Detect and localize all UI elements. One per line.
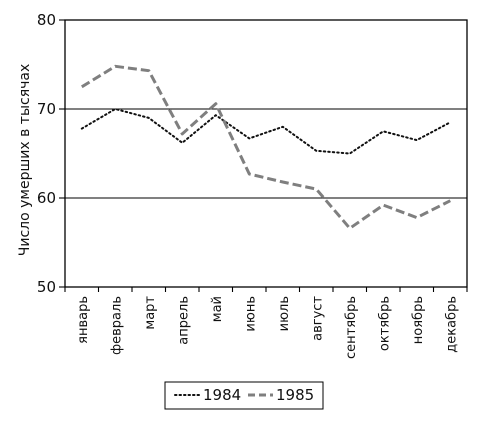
- x-axis: январь февраль март апрель май июнь июль август…: [64, 287, 468, 359]
- x-tick-label: май: [210, 296, 225, 322]
- x-tick-label: январь: [76, 296, 91, 344]
- y-tick-label: 60: [37, 189, 56, 207]
- x-tick-label: сентябрь: [344, 296, 359, 359]
- y-tick-label: 50: [37, 278, 56, 296]
- y-axis-label: Число умерших в тысячах: [17, 64, 33, 257]
- series-lines: [80, 64, 452, 230]
- x-tick-label: июнь: [243, 296, 258, 332]
- x-tick-label: август: [310, 296, 325, 341]
- plot-area-frame: [64, 19, 468, 288]
- legend-label-1985: 1985: [276, 386, 314, 404]
- legend: 1984 1985: [164, 381, 324, 410]
- legend-label-1984: 1984: [203, 386, 241, 404]
- y-axis: 50 60 70 80: [37, 11, 65, 296]
- series-line-1985: [81, 64, 451, 230]
- y-tick-label: 70: [37, 100, 56, 118]
- x-tick-label: апрель: [176, 296, 191, 345]
- y-tick-label: 80: [37, 11, 56, 29]
- grid-lines: [65, 108, 467, 199]
- x-tick-label: декабрь: [444, 296, 459, 353]
- legend-frame: [164, 381, 324, 410]
- series-line-1984: [80, 108, 452, 155]
- x-tick-label: октябрь: [377, 296, 392, 351]
- x-tick-label: ноябрь: [411, 296, 426, 344]
- x-tick-label: март: [143, 296, 158, 330]
- x-tick-label: июль: [277, 296, 292, 331]
- x-tick-label: февраль: [109, 296, 124, 355]
